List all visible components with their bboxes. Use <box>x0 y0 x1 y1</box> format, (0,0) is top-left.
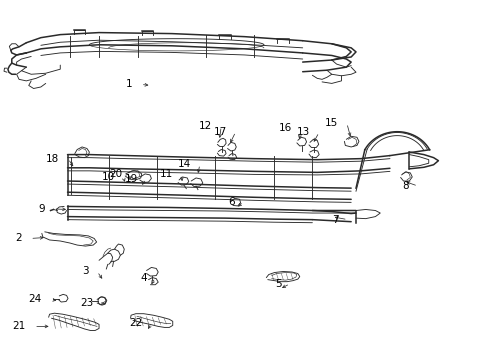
Text: 16: 16 <box>279 123 292 133</box>
Text: 1: 1 <box>125 80 132 89</box>
Text: 12: 12 <box>199 121 212 131</box>
Text: 15: 15 <box>324 118 337 128</box>
Text: 17: 17 <box>213 127 226 137</box>
Text: 24: 24 <box>28 294 42 305</box>
Text: 9: 9 <box>38 204 45 214</box>
Text: 10: 10 <box>101 172 114 182</box>
Text: 14: 14 <box>178 159 191 169</box>
Text: 19: 19 <box>124 174 138 184</box>
Text: 3: 3 <box>81 266 88 276</box>
Text: 5: 5 <box>274 279 281 289</box>
Text: 13: 13 <box>297 127 310 137</box>
Text: 18: 18 <box>46 154 59 164</box>
Text: 23: 23 <box>80 298 93 308</box>
Text: 11: 11 <box>159 170 172 179</box>
Text: 6: 6 <box>228 197 234 207</box>
Text: 2: 2 <box>15 233 21 243</box>
Text: 4: 4 <box>140 273 146 283</box>
Text: 8: 8 <box>402 181 408 191</box>
Text: 22: 22 <box>129 318 142 328</box>
Text: 20: 20 <box>109 169 122 179</box>
Text: 7: 7 <box>332 215 338 225</box>
Text: 21: 21 <box>12 321 25 332</box>
